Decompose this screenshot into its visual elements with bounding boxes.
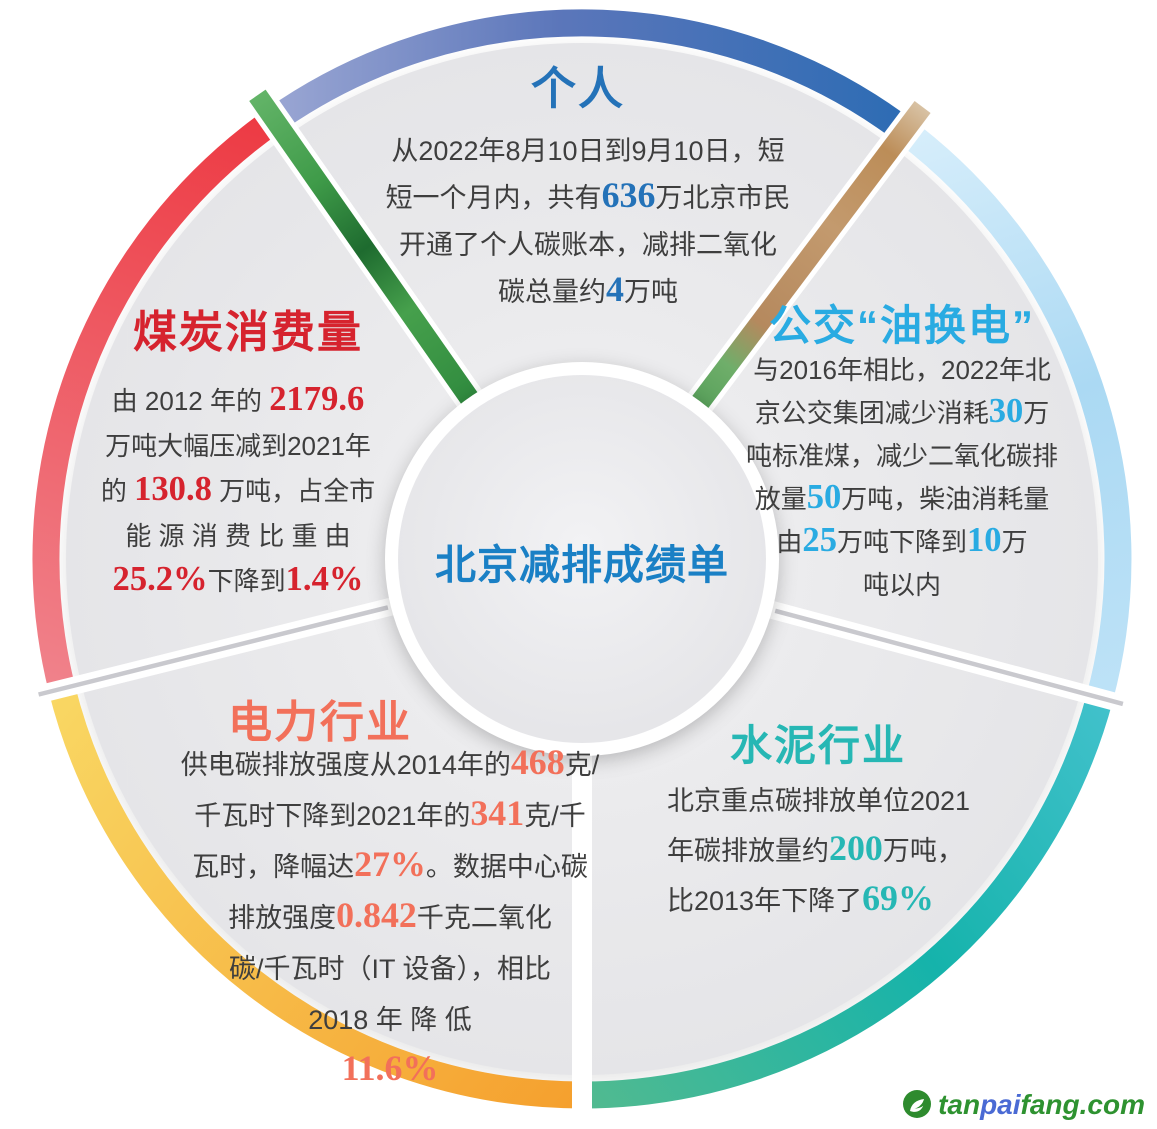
section-cement-title: 水泥行业	[729, 722, 906, 769]
section-coal-title: 煤炭消费量	[133, 308, 363, 357]
arc-power	[48, 685, 583, 1109]
section-cement-body: 北京重点碳排放单位2021 年碳排放量约200万吨， 比2013年下降了69%	[667, 786, 971, 918]
section-power-title: 电力行业	[228, 698, 412, 747]
section-personal-title: 个人	[530, 63, 625, 114]
arc-personal	[266, 9, 913, 142]
center-hub	[398, 375, 766, 743]
tanpaifang-logo: tanpaifang.com	[902, 1089, 1145, 1121]
tanpaifang-logo-text: tanpaifang.com	[938, 1089, 1145, 1120]
arc-bus	[896, 120, 1132, 702]
grass-strip	[249, 89, 482, 410]
groove-bus-cement	[774, 608, 1124, 707]
soil-strip	[688, 100, 931, 414]
section-personal-body: 从2022年8月10日到9月10日，短 短一个月内，共有636万北京市民 开通了个人…	[385, 136, 791, 309]
section-power-body: 供电碳排放强度从2014年的468克/千瓦时下降到2021年的341克/千 瓦时，…	[180, 742, 600, 1088]
section-bus-title: 公交“油换电”	[768, 302, 1035, 349]
section-coal-body: 由 2012 年的 2179.6 万吨大幅压减到2021年的 130.8 万吨，占…	[100, 380, 376, 598]
wheel-center-title: 北京减排成绩单	[435, 542, 729, 588]
section-bus-body: 与2016年相比，2022年北 京公交集团减少消耗30万 吨标准煤，减少二氧化碳排放…	[745, 355, 1058, 600]
groove-power-coal	[38, 605, 389, 697]
sprout-icon	[902, 1090, 932, 1120]
arc-coal	[32, 108, 283, 692]
arc-cement	[581, 694, 1113, 1109]
